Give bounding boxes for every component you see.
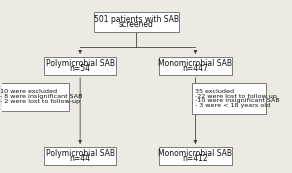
Text: 501 patients with SAB: 501 patients with SAB xyxy=(94,15,179,24)
Text: -22 were lost to follow up: -22 were lost to follow up xyxy=(195,94,277,99)
Text: Monomicrobial SAB: Monomicrobial SAB xyxy=(159,59,232,68)
FancyBboxPatch shape xyxy=(192,83,266,114)
FancyBboxPatch shape xyxy=(159,147,232,165)
Text: screened: screened xyxy=(119,20,154,29)
FancyBboxPatch shape xyxy=(44,147,116,165)
FancyBboxPatch shape xyxy=(93,12,179,32)
Text: 35 excluded: 35 excluded xyxy=(195,89,234,94)
Text: n=54: n=54 xyxy=(69,64,91,73)
Text: - 2 were lost to follow-up: - 2 were lost to follow-up xyxy=(0,99,81,104)
Text: n=412: n=412 xyxy=(182,154,208,163)
Text: -10 were insignificant SAB: -10 were insignificant SAB xyxy=(195,98,279,103)
Text: n=44: n=44 xyxy=(69,154,91,163)
FancyBboxPatch shape xyxy=(159,57,232,75)
Text: - 3 were < 18 years old: - 3 were < 18 years old xyxy=(195,103,270,108)
FancyBboxPatch shape xyxy=(0,83,69,111)
FancyBboxPatch shape xyxy=(44,57,116,75)
Text: Polymicrobial SAB: Polymicrobial SAB xyxy=(46,59,115,68)
Text: Polymicrobial SAB: Polymicrobial SAB xyxy=(46,149,115,158)
Text: Monomicrobial SAB: Monomicrobial SAB xyxy=(159,149,232,158)
Text: n=447: n=447 xyxy=(182,64,208,73)
Text: 10 were excluded: 10 were excluded xyxy=(0,89,58,94)
Text: - 8 were insignificant SAB: - 8 were insignificant SAB xyxy=(0,94,83,99)
